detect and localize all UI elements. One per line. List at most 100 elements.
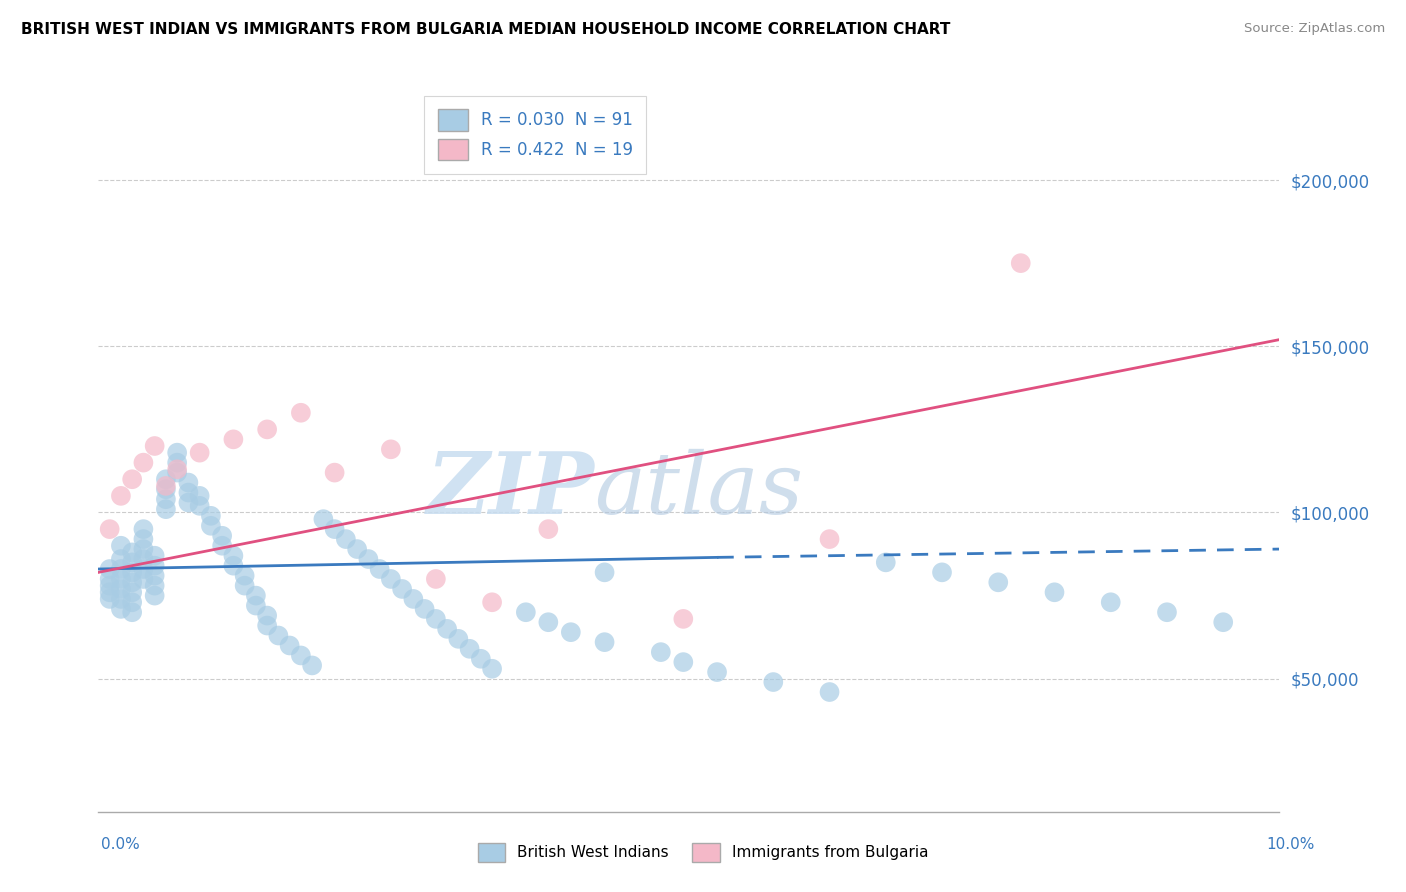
Point (593, 635, 616, 649)
Point (98, 579, 121, 593)
Point (121, 605, 143, 619)
Point (256, 608, 278, 623)
Point (425, 612, 447, 626)
Point (166, 466, 188, 480)
Text: ZIP: ZIP (426, 448, 595, 532)
Point (818, 532, 841, 546)
Point (200, 518, 222, 533)
Point (211, 539, 233, 553)
Point (537, 615, 560, 630)
Point (110, 489, 132, 503)
Text: 10.0%: 10.0% (1267, 838, 1315, 852)
Point (256, 618, 278, 632)
Point (110, 602, 132, 616)
Point (121, 585, 143, 599)
Point (245, 589, 267, 603)
Point (290, 406, 312, 420)
Point (931, 566, 953, 580)
Point (177, 495, 200, 509)
Point (233, 568, 256, 582)
Legend: R = 0.030  N = 91, R = 0.422  N = 19: R = 0.030 N = 91, R = 0.422 N = 19 (425, 96, 647, 174)
Point (110, 539, 132, 553)
Text: BRITISH WEST INDIAN VS IMMIGRANTS FROM BULGARIA MEDIAN HOUSEHOLD INCOME CORRELAT: BRITISH WEST INDIAN VS IMMIGRANTS FROM B… (21, 22, 950, 37)
Point (413, 602, 436, 616)
Point (470, 652, 492, 666)
Point (98, 572, 121, 586)
Point (188, 445, 211, 459)
Point (818, 685, 841, 699)
Point (155, 482, 177, 496)
Point (143, 579, 166, 593)
Point (110, 591, 132, 606)
Point (436, 622, 458, 636)
Point (188, 489, 211, 503)
Point (166, 462, 188, 476)
Point (672, 612, 695, 626)
Point (357, 552, 380, 566)
Point (143, 558, 166, 573)
Point (155, 502, 177, 516)
Point (301, 658, 323, 673)
Point (132, 522, 155, 536)
Point (98, 585, 121, 599)
Point (1010, 256, 1032, 270)
Point (132, 552, 155, 566)
Point (121, 545, 143, 559)
Point (537, 522, 560, 536)
Point (110, 562, 132, 576)
Legend: British West Indians, Immigrants from Bulgaria: British West Indians, Immigrants from Bu… (471, 837, 935, 868)
Point (335, 532, 357, 546)
Point (593, 566, 616, 580)
Point (110, 552, 132, 566)
Point (121, 555, 143, 569)
Point (368, 562, 391, 576)
Point (200, 508, 222, 523)
Point (177, 485, 200, 500)
Point (481, 595, 503, 609)
Point (177, 475, 200, 490)
Point (143, 589, 166, 603)
Point (402, 591, 425, 606)
Point (155, 492, 177, 507)
Point (233, 579, 256, 593)
Point (155, 472, 177, 486)
Point (1099, 595, 1122, 609)
Point (458, 641, 481, 656)
Point (188, 499, 211, 513)
Point (346, 542, 368, 557)
Point (222, 433, 245, 447)
Text: Source: ZipAtlas.com: Source: ZipAtlas.com (1244, 22, 1385, 36)
Point (256, 422, 278, 436)
Point (380, 442, 402, 457)
Point (166, 445, 188, 459)
Point (98, 562, 121, 576)
Point (278, 639, 301, 653)
Point (1156, 605, 1178, 619)
Point (166, 456, 188, 470)
Point (267, 628, 290, 642)
Point (132, 532, 155, 546)
Point (1043, 585, 1066, 599)
Point (110, 572, 132, 586)
Point (481, 662, 503, 676)
Point (121, 595, 143, 609)
Point (121, 566, 143, 580)
Point (245, 599, 267, 613)
Point (132, 572, 155, 586)
Point (515, 605, 537, 619)
Text: atlas: atlas (595, 449, 804, 532)
Point (672, 655, 695, 669)
Point (380, 572, 402, 586)
Point (222, 558, 245, 573)
Text: 0.0%: 0.0% (101, 838, 141, 852)
Point (143, 439, 166, 453)
Point (323, 522, 346, 536)
Point (391, 582, 413, 596)
Point (143, 568, 166, 582)
Point (155, 479, 177, 493)
Point (447, 632, 470, 646)
Point (132, 542, 155, 557)
Point (222, 549, 245, 563)
Point (323, 466, 346, 480)
Point (143, 549, 166, 563)
